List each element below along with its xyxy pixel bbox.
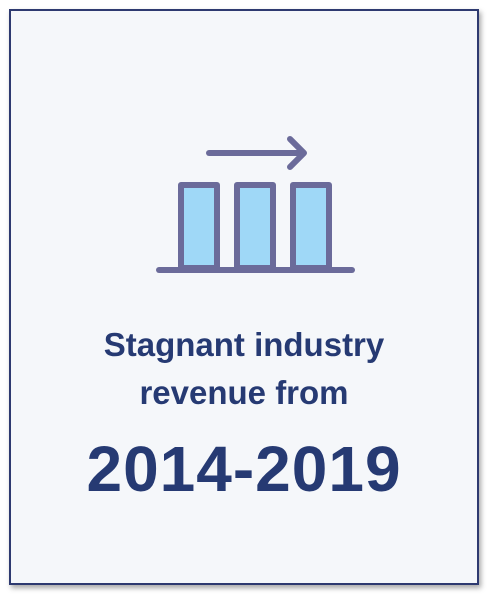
stagnant-bar-chart-arrow-icon [147,133,359,278]
right-arrow-icon [209,139,304,167]
bar-3 [293,185,329,268]
headline-line-1: Stagnant industry [11,321,477,369]
year-range: 2014-2019 [11,429,477,509]
info-card: Stagnant industry revenue from 2014-2019 [9,9,479,585]
headline-line-2: revenue from [11,369,477,417]
bar-1 [181,185,217,268]
bar-2 [237,185,273,268]
headline: Stagnant industry revenue from [11,321,477,417]
